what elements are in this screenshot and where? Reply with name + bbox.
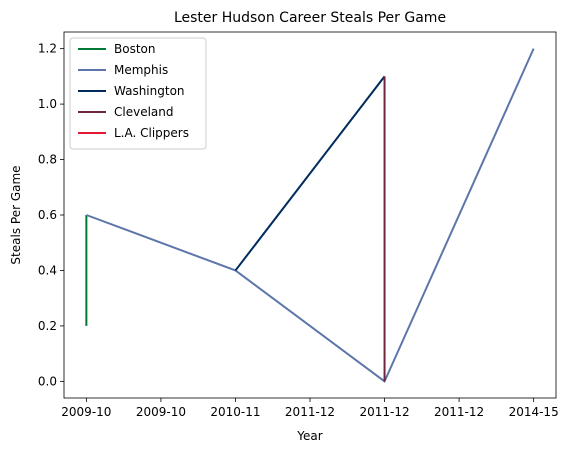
x-tick-label: 2010-11	[210, 405, 260, 419]
y-axis-label: Steals Per Game	[9, 165, 23, 264]
x-axis-label: Year	[296, 429, 322, 443]
y-tick-label: 0.2	[38, 319, 57, 333]
y-tick-label: 0.6	[38, 208, 57, 222]
legend-label: L.A. Clippers	[114, 126, 189, 140]
chart-title: Lester Hudson Career Steals Per Game	[174, 10, 446, 26]
legend: Boston Memphis Washington Cleveland L.A. Cli…	[69, 37, 207, 150]
legend-label: Cleveland	[114, 105, 174, 119]
x-tick-label: 2011-12	[359, 405, 409, 419]
y-tick-label: 1.0	[38, 97, 57, 111]
x-tick-label: 2009-10	[61, 405, 111, 419]
x-tick-label: 2009-10	[136, 405, 186, 419]
y-tick-label: 1.2	[38, 42, 57, 56]
legend-label: Washington	[114, 84, 185, 98]
y-tick-label: 0.0	[38, 374, 57, 388]
legend-label: Memphis	[114, 63, 168, 77]
x-tick-label: 2014-15	[509, 405, 559, 419]
y-tick-label: 0.4	[38, 263, 57, 277]
y-tick-label: 0.8	[38, 153, 57, 167]
y-axis: 0.0 0.2 0.4 0.6 0.8 1.0 1.2	[38, 42, 64, 388]
legend-label: Boston	[114, 42, 155, 56]
plot-area	[85, 48, 535, 383]
series-line-memphis	[86, 48, 535, 383]
x-axis: 2009-10 2009-10 2010-11 2011-12 2011-12 2011-…	[61, 398, 559, 419]
x-tick-label: 2011-12	[285, 405, 335, 419]
legend-box	[69, 37, 207, 150]
series-line-washington	[234, 75, 386, 272]
x-tick-label: 2011-12	[434, 405, 484, 419]
